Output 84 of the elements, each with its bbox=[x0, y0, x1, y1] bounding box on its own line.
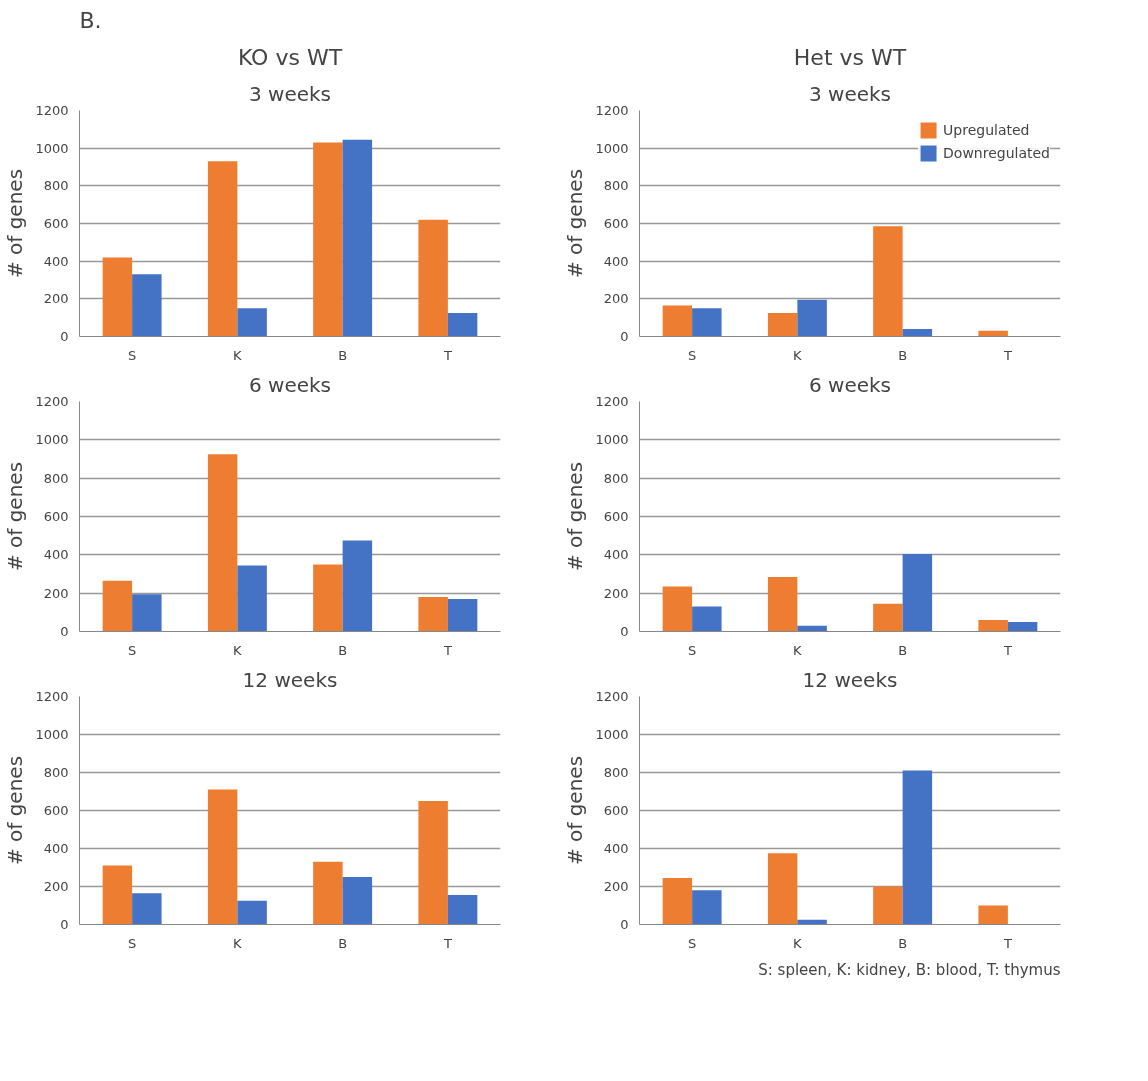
y-tick-label: 400 bbox=[43, 547, 69, 563]
chart-title: 12 weeks bbox=[242, 667, 338, 692]
y-tick-label: 1000 bbox=[35, 727, 69, 742]
x-tick-label: B bbox=[898, 347, 908, 363]
y-tick-label: 200 bbox=[43, 291, 69, 307]
x-tick-label: T bbox=[1002, 347, 1012, 363]
x-tick-label: S bbox=[688, 347, 697, 363]
y-tick-label: 600 bbox=[43, 509, 69, 524]
y-axis-title: # of genes bbox=[3, 461, 28, 572]
x-tick-label: T bbox=[442, 935, 452, 951]
y-tick-label: 400 bbox=[43, 253, 69, 269]
x-tick-label: S bbox=[688, 935, 697, 951]
y-tick-label: 1000 bbox=[595, 727, 629, 742]
chart-title: 6 weeks bbox=[808, 372, 892, 397]
y-tick-label: 200 bbox=[603, 291, 629, 307]
y-tick-label: 0 bbox=[60, 917, 69, 932]
y-axis-title: # of genes bbox=[563, 168, 588, 279]
y-tick-label: 1000 bbox=[35, 140, 69, 156]
y-axis-title: # of genes bbox=[3, 755, 28, 866]
y-tick-label: 1200 bbox=[35, 689, 69, 704]
x-tick-label: K bbox=[793, 642, 803, 658]
y-tick-label: 1200 bbox=[595, 394, 629, 409]
y-tick-label: 400 bbox=[603, 547, 629, 563]
x-tick-label: T bbox=[1002, 642, 1012, 658]
x-tick-label: T bbox=[442, 642, 452, 658]
x-tick-label: S bbox=[128, 347, 137, 363]
x-tick-label: B bbox=[338, 642, 348, 658]
legend-label: Upregulated bbox=[943, 122, 1030, 138]
y-tick-label: 800 bbox=[603, 765, 629, 780]
y-tick-label: 400 bbox=[603, 253, 629, 269]
y-tick-label: 1000 bbox=[595, 140, 629, 156]
y-tick-label: 400 bbox=[43, 841, 69, 856]
y-tick-label: 0 bbox=[620, 329, 629, 344]
x-tick-label: T bbox=[442, 347, 452, 363]
x-tick-label: S bbox=[128, 935, 137, 951]
y-axis-title: # of genes bbox=[563, 461, 588, 572]
y-tick-label: 1200 bbox=[35, 394, 69, 409]
y-tick-label: 200 bbox=[603, 585, 629, 601]
legend-label: Downregulated bbox=[943, 145, 1050, 161]
chart-title: 3 weeks bbox=[248, 81, 332, 106]
x-tick-label: B bbox=[898, 935, 908, 951]
y-tick-label: 0 bbox=[620, 624, 629, 639]
y-tick-label: 600 bbox=[603, 509, 629, 524]
y-tick-label: 0 bbox=[620, 917, 629, 932]
y-tick-label: 600 bbox=[43, 803, 69, 818]
x-tick-label: B bbox=[338, 347, 348, 363]
y-tick-label: 600 bbox=[603, 216, 629, 231]
y-tick-label: 600 bbox=[603, 803, 629, 818]
text: Het vs WT bbox=[793, 44, 907, 70]
x-tick-label: K bbox=[233, 347, 243, 363]
y-axis-title: # of genes bbox=[563, 755, 588, 866]
y-tick-label: 1200 bbox=[595, 689, 629, 704]
x-tick-label: S bbox=[688, 642, 697, 658]
text: KO vs WT bbox=[237, 44, 343, 70]
y-tick-label: 800 bbox=[603, 470, 629, 486]
y-tick-label: 800 bbox=[43, 765, 69, 780]
y-tick-label: 800 bbox=[43, 470, 69, 486]
y-tick-label: 1200 bbox=[35, 103, 69, 118]
y-tick-label: 800 bbox=[43, 178, 69, 194]
y-tick-label: 0 bbox=[60, 624, 69, 639]
x-tick-label: K bbox=[233, 935, 243, 951]
y-axis-title: # of genes bbox=[3, 168, 28, 279]
y-tick-label: 400 bbox=[603, 841, 629, 856]
y-tick-label: 200 bbox=[603, 879, 629, 894]
text: B. bbox=[79, 7, 102, 33]
text: S: spleen, K: kidney, B: blood, T: thymus bbox=[758, 960, 1061, 979]
x-tick-label: K bbox=[233, 642, 243, 658]
y-tick-label: 1000 bbox=[595, 432, 629, 448]
chart-title: 3 weeks bbox=[808, 81, 892, 106]
y-tick-label: 200 bbox=[43, 585, 69, 601]
y-tick-label: 1200 bbox=[595, 103, 629, 118]
x-tick-label: T bbox=[1002, 935, 1012, 951]
y-tick-label: 1000 bbox=[35, 432, 69, 448]
x-tick-label: K bbox=[793, 935, 803, 951]
y-tick-label: 0 bbox=[60, 329, 69, 344]
x-tick-label: B bbox=[898, 642, 908, 658]
y-tick-label: 200 bbox=[43, 879, 69, 894]
x-tick-label: S bbox=[128, 642, 137, 658]
y-tick-label: 600 bbox=[43, 216, 69, 231]
chart-title: 6 weeks bbox=[248, 372, 332, 397]
y-tick-label: 800 bbox=[603, 178, 629, 194]
x-tick-label: B bbox=[338, 935, 348, 951]
chart-title: 12 weeks bbox=[802, 667, 898, 692]
x-tick-label: K bbox=[793, 347, 803, 363]
